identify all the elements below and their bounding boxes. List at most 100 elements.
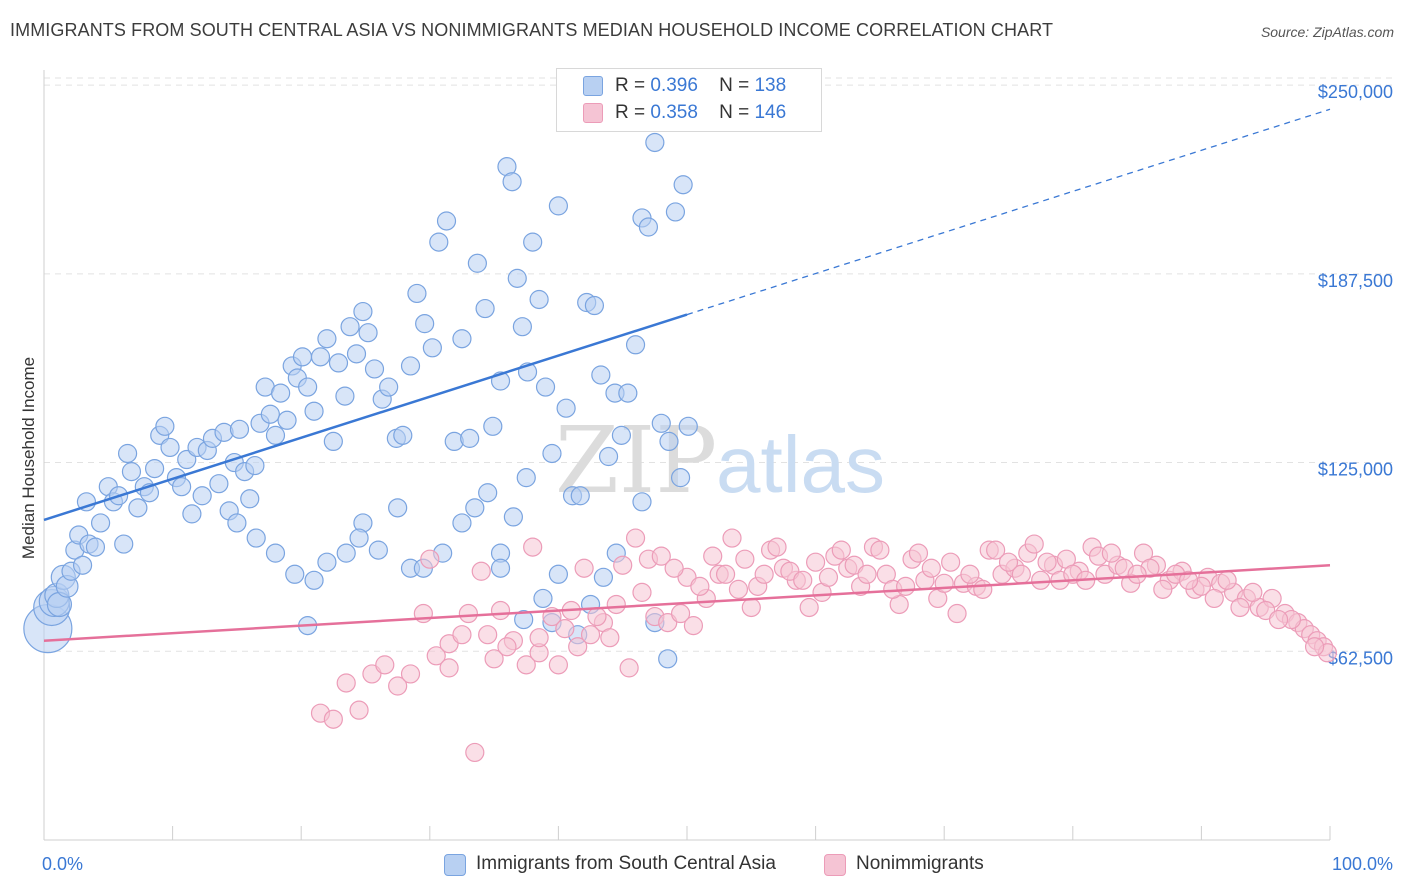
- y-tick-label: $125,000: [1318, 460, 1393, 480]
- data-point: [460, 428, 480, 448]
- legend-n-label: N =: [719, 75, 750, 96]
- data-point: [625, 528, 646, 548]
- y-tick-label: $250,000: [1318, 82, 1393, 102]
- data-point: [535, 377, 556, 397]
- data-point: [1178, 570, 1199, 590]
- bottom-legend-swatch-pink: [824, 854, 846, 876]
- data-point: [172, 477, 192, 497]
- data-point: [651, 546, 671, 566]
- data-point: [741, 597, 761, 618]
- data-point: [574, 558, 594, 578]
- x-ticks: [43, 826, 1331, 840]
- data-point: [529, 628, 549, 648]
- data-point: [240, 489, 260, 509]
- data-point: [805, 552, 826, 572]
- data-point: [420, 549, 440, 569]
- data-point: [896, 576, 916, 596]
- data-point: [818, 567, 839, 587]
- data-point: [310, 347, 331, 367]
- data-point: [529, 289, 549, 310]
- legend-r-label: R =: [615, 75, 646, 96]
- data-point: [587, 606, 607, 627]
- data-point: [246, 528, 266, 548]
- data-point: [625, 335, 646, 355]
- data-point: [1037, 552, 1057, 572]
- data-point: [471, 561, 491, 581]
- bottom-legend-label-nonimmigrants: Nonimmigrants: [856, 853, 984, 874]
- data-point: [358, 323, 378, 343]
- data-point: [285, 564, 305, 584]
- data-point: [658, 649, 678, 669]
- data-point: [555, 619, 575, 639]
- data-point: [722, 528, 742, 548]
- data-point: [444, 431, 464, 452]
- data-point: [393, 425, 413, 445]
- data-point: [388, 498, 408, 518]
- data-point: [336, 543, 356, 563]
- data-point: [941, 552, 961, 572]
- bottom-legend-label-immigrants: Immigrants from South Central Asia: [476, 853, 776, 874]
- data-point: [452, 513, 472, 533]
- data-point: [304, 401, 324, 421]
- data-point: [214, 422, 234, 442]
- data-point: [483, 416, 503, 436]
- data-point: [490, 600, 511, 621]
- data-point: [128, 498, 148, 518]
- data-point: [703, 546, 723, 566]
- data-point: [209, 474, 229, 494]
- data-point: [465, 498, 485, 518]
- data-point: [85, 537, 106, 557]
- data-point: [478, 483, 498, 503]
- data-point: [683, 616, 704, 636]
- data-point: [353, 301, 373, 322]
- data-point: [754, 564, 774, 584]
- data-point: [507, 268, 527, 288]
- data-point: [76, 492, 97, 512]
- x-tick-label-min: 0.0%: [42, 854, 83, 874]
- data-point: [364, 359, 385, 379]
- y-axis-label: Median Household Income: [19, 357, 38, 559]
- data-point: [227, 513, 247, 533]
- trend-line-immigrants: [43, 313, 688, 522]
- data-point: [568, 637, 588, 657]
- chart-title: IMMIGRANTS FROM SOUTH CENTRAL ASIA VS NO…: [10, 20, 1054, 40]
- data-point: [533, 588, 553, 609]
- data-point: [1230, 597, 1250, 618]
- data-point: [908, 543, 929, 563]
- data-point: [670, 468, 691, 488]
- data-point: [921, 558, 941, 578]
- data-point: [304, 570, 324, 590]
- data-point: [1011, 564, 1031, 584]
- data-point: [570, 486, 590, 506]
- data-point: [429, 232, 449, 252]
- data-point: [556, 398, 576, 418]
- data-point: [349, 700, 369, 720]
- data-point: [523, 537, 543, 557]
- data-point: [799, 597, 819, 618]
- data-point: [260, 404, 280, 424]
- data-point: [548, 564, 569, 584]
- data-point: [323, 709, 343, 729]
- watermark-atlas: atlas: [716, 420, 885, 509]
- data-point: [542, 443, 562, 464]
- data-point: [934, 573, 954, 593]
- legend-r-label: R =: [615, 102, 646, 123]
- data-point: [478, 625, 498, 645]
- data-point: [340, 317, 360, 337]
- data-point: [407, 283, 427, 304]
- data-point: [415, 314, 435, 334]
- data-point: [960, 564, 980, 584]
- data-point: [328, 353, 349, 373]
- y-tick-label: $187,500: [1318, 271, 1393, 291]
- data-point: [317, 552, 337, 572]
- data-point: [548, 196, 569, 216]
- data-point: [514, 609, 534, 630]
- data-point: [618, 383, 638, 403]
- legend-r-value: 0.396: [650, 75, 698, 96]
- data-point: [426, 646, 446, 666]
- data-point: [503, 507, 523, 527]
- legend-r-value: 0.358: [650, 102, 698, 123]
- legend-swatch-blue: [583, 76, 603, 96]
- data-point: [793, 570, 813, 590]
- data-point: [632, 582, 652, 602]
